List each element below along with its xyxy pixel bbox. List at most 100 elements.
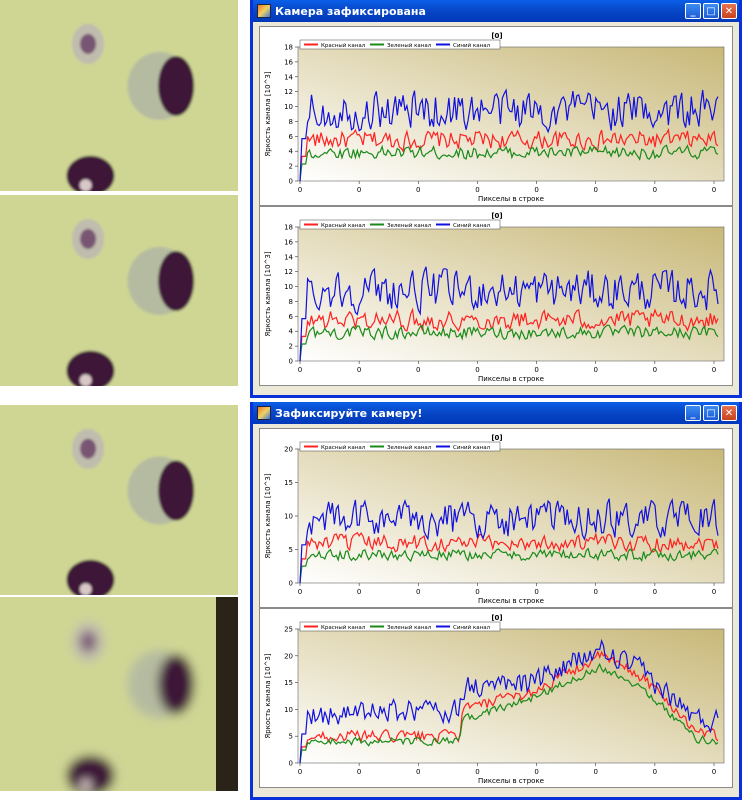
legend-label-red: Красный канал	[321, 624, 366, 631]
x-tick-label: 0	[357, 366, 361, 374]
y-tick-label: 4	[289, 148, 294, 156]
series-line-red	[299, 127, 719, 182]
titlebar[interactable]: Камера зафиксирована _ □ ✕	[253, 0, 739, 22]
cell-photo-2	[0, 195, 238, 386]
titlebar[interactable]: Зафиксируйте камеру! _ □ ✕	[253, 402, 739, 424]
chart-panel-top: [0] 0 5 10 15 20 0 0 0 0 0 0 0 0 Пикселы в строке Яркос…	[259, 428, 733, 608]
y-tick-label: 0	[289, 358, 293, 366]
x-tick-label: 0	[475, 768, 479, 776]
x-tick-label: 0	[416, 768, 420, 776]
y-tick-label: 0	[289, 178, 293, 186]
series-line-blue	[299, 88, 719, 182]
chart-title: [0]	[491, 614, 502, 622]
plot-area	[297, 628, 725, 764]
close-button[interactable]: ✕	[721, 405, 737, 421]
app-icon	[257, 4, 271, 18]
series-line-green	[299, 144, 719, 182]
legend: Красный канал Зеленый канал Синий канал	[299, 219, 501, 230]
x-tick-label: 0	[712, 366, 716, 374]
chart-panel-bottom: [0] 0 2 4 6 8 10 12 14 16 18 0 0 0 0 0 0 0 0 Пикселы в стро…	[259, 206, 733, 386]
legend-label-green: Зеленый канал	[387, 624, 432, 631]
y-tick-label: 10	[284, 513, 293, 521]
legend: Красный канал Зеленый канал Синий канал	[299, 441, 501, 452]
y-tick-label: 5	[289, 546, 293, 554]
series-line-red	[299, 650, 719, 764]
y-tick-label: 18	[284, 224, 293, 232]
legend-label-red: Красный канал	[321, 444, 366, 451]
plot-area	[297, 226, 725, 362]
y-axis-label: Яркость канала [10^3]	[264, 653, 272, 738]
window-fix-camera: Зафиксируйте камеру! _ □ ✕ [0] 0 5 10 15 20 0 0…	[250, 402, 742, 800]
x-tick-label: 0	[534, 186, 538, 194]
minimize-button[interactable]: _	[685, 3, 701, 19]
series-line-red	[299, 531, 719, 584]
x-tick-label: 0	[357, 186, 361, 194]
y-tick-label: 8	[289, 118, 293, 126]
cell-photo-blurred	[0, 597, 238, 791]
window-client: [0] 0 5 10 15 20 0 0 0 0 0 0 0 0 Пикселы в строке Яркос…	[253, 424, 739, 797]
close-button[interactable]: ✕	[721, 3, 737, 19]
series-line-green	[299, 547, 719, 584]
maximize-button[interactable]: □	[703, 3, 719, 19]
y-tick-label: 10	[284, 283, 293, 291]
y-tick-label: 15	[284, 679, 293, 687]
y-tick-label: 2	[289, 343, 293, 351]
legend-label-blue: Синий канал	[453, 444, 491, 451]
y-tick-label: 2	[289, 163, 293, 171]
series-line-red	[299, 307, 719, 362]
series-line-blue	[299, 497, 719, 584]
legend-label-green: Зеленый канал	[387, 42, 432, 49]
chart-title: [0]	[491, 212, 502, 220]
legend-label-blue: Синий канал	[453, 222, 491, 229]
y-tick-label: 4	[289, 328, 294, 336]
x-tick-label: 0	[416, 588, 420, 596]
y-tick-label: 12	[284, 88, 293, 96]
x-tick-label: 0	[534, 768, 538, 776]
y-tick-label: 8	[289, 298, 293, 306]
x-axis-label: Пикселы в строке	[478, 777, 544, 785]
x-tick-label: 0	[298, 588, 302, 596]
window-title: Зафиксируйте камеру!	[275, 406, 423, 420]
app-icon	[257, 406, 271, 420]
x-axis-label: Пикселы в строке	[478, 597, 544, 605]
series-line-blue	[299, 266, 719, 362]
maximize-button[interactable]: □	[703, 405, 719, 421]
y-axis-label: Яркость канала [10^3]	[264, 251, 272, 336]
legend-label-green: Зеленый канал	[387, 222, 432, 229]
series-line-green	[299, 662, 719, 764]
x-tick-label: 0	[712, 588, 716, 596]
legend-label-red: Красный канал	[321, 42, 366, 49]
y-tick-label: 20	[284, 652, 293, 660]
series-line-green	[299, 324, 719, 362]
y-tick-label: 5	[289, 733, 293, 741]
y-tick-label: 14	[284, 73, 293, 81]
y-tick-label: 0	[289, 760, 293, 768]
legend: Красный канал Зеленый канал Синий канал	[299, 39, 501, 50]
y-tick-label: 18	[284, 44, 293, 52]
cell-photo-1	[0, 0, 238, 191]
plot-area	[297, 46, 725, 182]
x-tick-label: 0	[712, 186, 716, 194]
x-tick-label: 0	[298, 366, 302, 374]
y-tick-label: 16	[284, 238, 293, 246]
minimize-button[interactable]: _	[685, 405, 701, 421]
x-tick-label: 0	[593, 186, 597, 194]
y-axis-label: Яркость канала [10^3]	[264, 473, 272, 558]
x-tick-label: 0	[534, 366, 538, 374]
x-tick-label: 0	[416, 186, 420, 194]
legend: Красный канал Зеленый канал Синий канал	[299, 621, 501, 632]
x-tick-label: 0	[357, 768, 361, 776]
legend-label-blue: Синий канал	[453, 624, 491, 631]
y-tick-label: 0	[289, 580, 293, 588]
window-camera-fixed: Камера зафиксирована _ □ ✕ [0] 0 2 4 6 8 10 12 1…	[250, 0, 742, 398]
chart-panel-top: [0] 0 2 4 6 8 10 12 14 16 18 0 0 0 0 0 0 0 0 Пикселы в стро…	[259, 26, 733, 206]
y-tick-label: 6	[289, 133, 294, 141]
x-tick-label: 0	[475, 588, 479, 596]
y-tick-label: 10	[284, 103, 293, 111]
x-tick-label: 0	[298, 768, 302, 776]
window-client: [0] 0 2 4 6 8 10 12 14 16 18 0 0 0 0 0 0 0 0 Пикселы в стро…	[253, 22, 739, 395]
x-tick-label: 0	[593, 366, 597, 374]
